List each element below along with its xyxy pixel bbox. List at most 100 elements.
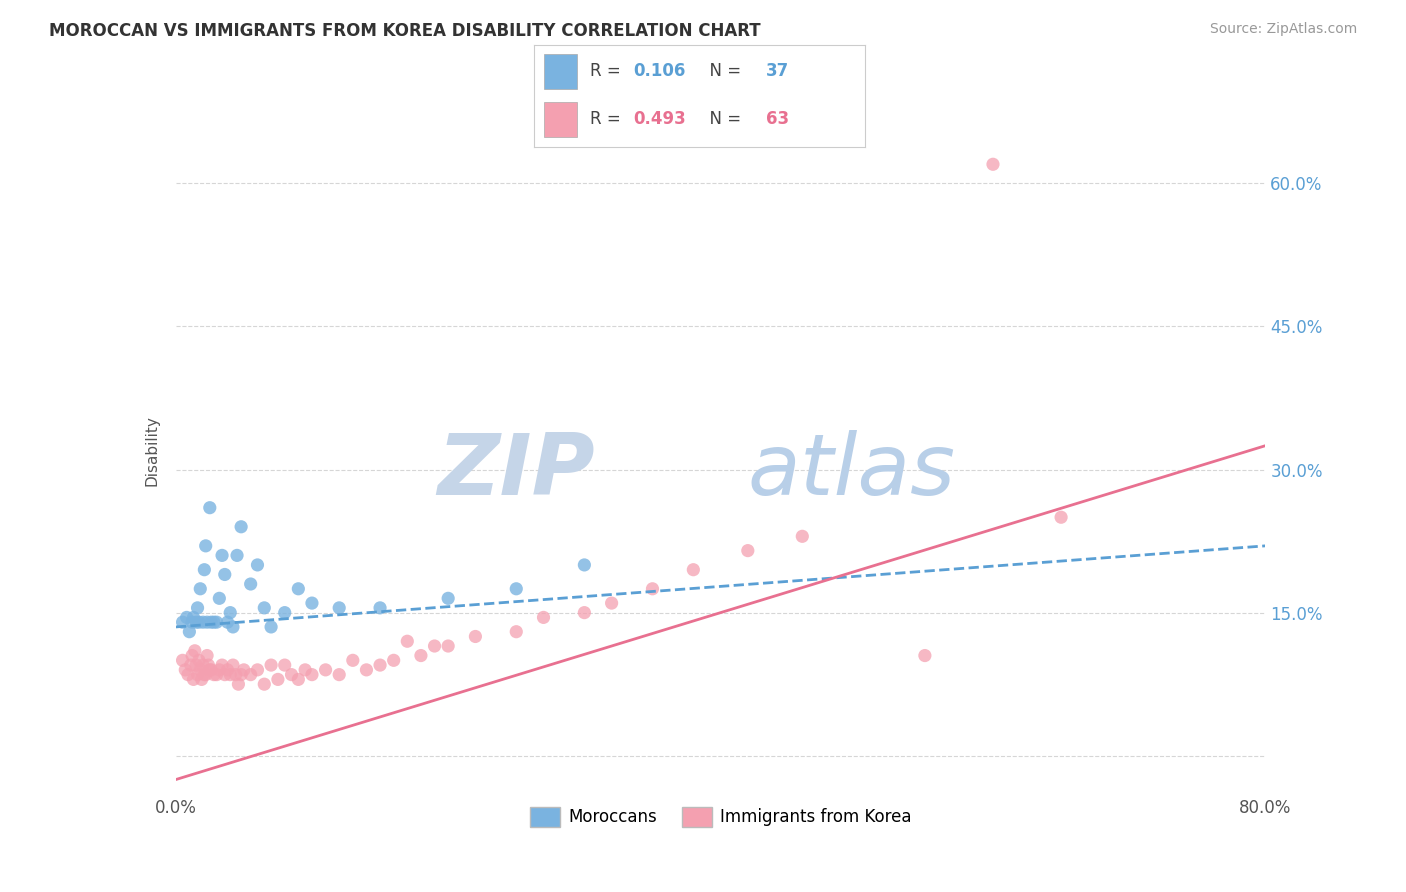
Text: 63: 63 (765, 111, 789, 128)
Point (342, 653, 364, 667)
Point (239, 577, 262, 591)
Point (505, 582, 527, 596)
Point (187, 615, 209, 630)
Point (246, 663, 269, 677)
Point (409, 648, 432, 663)
Point (301, 596, 323, 610)
Bar (544, 54, 578, 88)
Point (981, 157, 1004, 171)
Point (179, 624, 201, 639)
Point (219, 667, 242, 681)
Point (225, 667, 247, 681)
Point (464, 630, 486, 644)
Point (194, 539, 217, 553)
Text: ZIP: ZIP (437, 430, 595, 513)
Point (914, 648, 936, 663)
Point (253, 677, 276, 691)
Point (181, 648, 204, 663)
Point (328, 667, 350, 681)
Point (274, 606, 297, 620)
Point (301, 667, 323, 681)
Point (219, 606, 242, 620)
Point (214, 567, 236, 582)
Point (600, 596, 623, 610)
Text: 0.493: 0.493 (633, 111, 686, 128)
Point (226, 549, 249, 563)
Point (792, 529, 814, 543)
Point (641, 582, 664, 596)
Point (180, 658, 202, 673)
Point (217, 663, 239, 677)
Point (200, 615, 222, 630)
Point (231, 520, 253, 534)
Point (186, 615, 208, 630)
Point (202, 667, 225, 681)
Point (195, 615, 218, 630)
Point (533, 610, 555, 624)
Point (174, 663, 197, 677)
Point (214, 667, 236, 681)
Text: N =: N = (699, 111, 747, 128)
Point (222, 658, 245, 673)
Point (222, 620, 245, 634)
Point (198, 500, 221, 515)
Point (294, 663, 316, 677)
Point (287, 673, 309, 687)
Point (172, 615, 194, 630)
Point (260, 620, 283, 634)
Point (205, 667, 228, 681)
Point (172, 653, 194, 667)
Text: N =: N = (699, 62, 747, 80)
Point (328, 600, 350, 615)
Point (368, 600, 391, 615)
Point (437, 591, 460, 606)
Point (191, 615, 214, 630)
Point (205, 615, 228, 630)
Point (183, 673, 205, 687)
Text: R =: R = (591, 111, 627, 128)
Point (186, 658, 208, 673)
Point (184, 644, 207, 658)
Point (682, 563, 704, 577)
Point (267, 673, 290, 687)
Point (280, 667, 302, 681)
Point (200, 663, 222, 677)
Point (208, 591, 231, 606)
Point (231, 667, 253, 681)
Point (177, 667, 200, 681)
Text: atlas: atlas (748, 430, 955, 513)
Point (211, 549, 233, 563)
Point (423, 639, 446, 653)
Point (356, 663, 378, 677)
Point (198, 663, 221, 677)
Point (1050, 510, 1073, 524)
Point (195, 648, 218, 663)
Point (274, 658, 297, 673)
Point (232, 663, 254, 677)
Text: 0.106: 0.106 (633, 62, 686, 80)
Point (193, 563, 215, 577)
Text: Source: ZipAtlas.com: Source: ZipAtlas.com (1209, 22, 1357, 37)
Point (188, 663, 211, 677)
Point (197, 658, 219, 673)
Point (382, 653, 405, 667)
Point (368, 658, 391, 673)
Point (208, 663, 231, 677)
Bar (544, 102, 578, 137)
Point (202, 615, 225, 630)
Point (211, 658, 233, 673)
Point (194, 667, 217, 681)
Point (437, 639, 460, 653)
Point (187, 653, 209, 667)
Point (246, 558, 269, 572)
Point (190, 673, 212, 687)
Point (183, 610, 205, 624)
Point (217, 615, 239, 630)
Point (239, 667, 262, 681)
Text: MOROCCAN VS IMMIGRANTS FROM KOREA DISABILITY CORRELATION CHART: MOROCCAN VS IMMIGRANTS FROM KOREA DISABI… (49, 22, 761, 40)
Point (186, 600, 209, 615)
Point (181, 615, 204, 630)
Text: R =: R = (591, 62, 627, 80)
Point (191, 658, 214, 673)
Point (287, 582, 309, 596)
